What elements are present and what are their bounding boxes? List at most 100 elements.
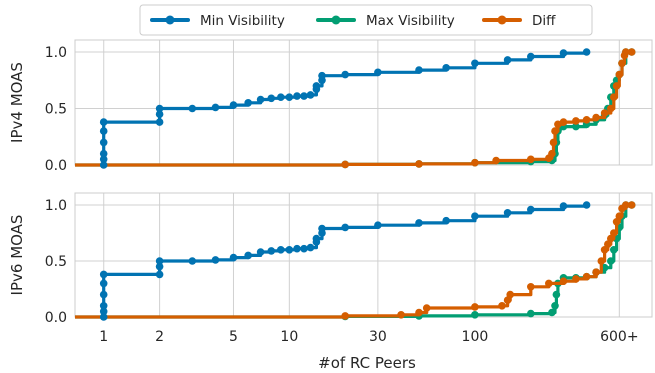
data-point-min: [99, 149, 108, 158]
data-point-diff: [527, 283, 535, 291]
data-point-min: [99, 155, 108, 164]
series-min: [99, 201, 591, 321]
data-point-diff: [600, 246, 609, 254]
data-point-min: [471, 59, 479, 68]
data-point-min: [582, 48, 591, 56]
data-point-min: [99, 138, 108, 147]
legend-label-max: Max Visibility: [366, 13, 455, 29]
data-point-diff: [559, 118, 568, 126]
data-point-diff: [549, 138, 558, 147]
data-point-min: [99, 161, 108, 169]
data-point-min: [318, 71, 326, 80]
data-point-min: [155, 257, 164, 265]
data-point-diff: [615, 212, 624, 220]
data-point-diff: [527, 155, 535, 164]
legend-item-max: Max Visibility: [316, 13, 455, 29]
data-point-min: [442, 216, 451, 225]
data-point-diff: [492, 156, 500, 165]
data-point-min: [374, 68, 382, 77]
data-point-min: [155, 262, 164, 271]
ipv4-panel: 0.0 0.5 1.0 IPv4 MOAS: [8, 39, 653, 174]
data-point-diff: [415, 160, 423, 168]
legend-label-diff: Diff: [532, 13, 556, 29]
data-point-min: [527, 52, 535, 61]
data-point-min: [374, 221, 382, 229]
series-diff: [75, 48, 636, 169]
data-point-min: [99, 290, 108, 299]
data-point-max: [548, 308, 556, 317]
plot-frame: [74, 39, 653, 166]
data-point-min: [99, 270, 108, 279]
data-point-diff: [622, 48, 630, 56]
data-point-min: [293, 92, 301, 100]
data-point-diff: [597, 257, 606, 265]
legend-marker-min: [165, 15, 175, 25]
data-point-min: [300, 92, 308, 100]
data-point-min: [155, 110, 164, 118]
data-point-min: [244, 251, 252, 260]
data-point-diff: [506, 290, 514, 299]
legend-item-diff: Diff: [482, 13, 556, 29]
data-point-diff: [498, 302, 506, 310]
legend-marker-diff: [497, 15, 507, 25]
y-tick-label: 1.0: [45, 45, 67, 61]
data-point-diff: [545, 279, 553, 288]
data-point-diff: [592, 113, 600, 122]
legend-label-min: Min Visibility: [200, 13, 285, 29]
data-point-min: [188, 104, 197, 113]
legend-marker-max: [331, 15, 341, 25]
data-point-max: [551, 302, 559, 310]
data-point-min: [306, 243, 315, 252]
data-point-min: [229, 253, 238, 262]
series-diff: [75, 201, 636, 320]
data-point-min: [582, 201, 591, 209]
data-point-min: [527, 205, 535, 214]
data-point-min: [155, 118, 164, 126]
x-tick-label: 5: [229, 329, 238, 345]
data-point-diff: [627, 48, 636, 56]
data-point-diff: [607, 104, 615, 113]
data-point-min: [415, 219, 423, 227]
data-point-min: [285, 93, 294, 101]
data-point-diff: [397, 311, 405, 319]
data-point-min: [442, 64, 451, 72]
data-point-diff: [582, 272, 591, 281]
data-point-diff: [548, 149, 556, 158]
data-point-diff: [607, 234, 615, 243]
data-point-min: [300, 244, 308, 253]
data-point-diff: [572, 117, 580, 125]
data-point-diff: [471, 303, 479, 311]
data-point-diff: [600, 109, 609, 117]
data-point-diff: [615, 70, 624, 79]
data-point-diff: [341, 312, 350, 320]
y-tick-label: 0.5: [45, 254, 67, 270]
data-point-min: [503, 209, 512, 217]
data-point-min: [285, 246, 294, 254]
data-point-max: [572, 122, 580, 131]
x-tick-label: 30: [369, 329, 387, 345]
data-point-min: [256, 95, 265, 104]
plot-frame: [74, 192, 653, 318]
data-point-min: [99, 279, 108, 288]
data-point-max: [610, 246, 618, 254]
data-point-diff: [627, 201, 636, 209]
data-point-min: [99, 127, 108, 135]
data-point-diff: [582, 116, 591, 124]
x-tick-label: 600+: [600, 329, 638, 345]
data-point-max: [552, 290, 561, 299]
data-point-diff: [415, 308, 423, 317]
data-point-min: [99, 307, 108, 316]
y-axis-label: IPv6 MOAS: [8, 215, 26, 296]
data-point-max: [607, 257, 615, 265]
data-point-diff: [612, 82, 621, 90]
data-point-min: [99, 302, 108, 310]
data-point-min: [341, 70, 350, 79]
data-point-min: [312, 234, 321, 243]
data-point-diff: [559, 277, 568, 286]
data-point-diff: [622, 201, 630, 209]
x-tick-label: 10: [280, 329, 298, 345]
y-tick-label: 0.5: [45, 102, 67, 118]
legend-box: [139, 4, 593, 36]
data-point-diff: [604, 240, 612, 248]
